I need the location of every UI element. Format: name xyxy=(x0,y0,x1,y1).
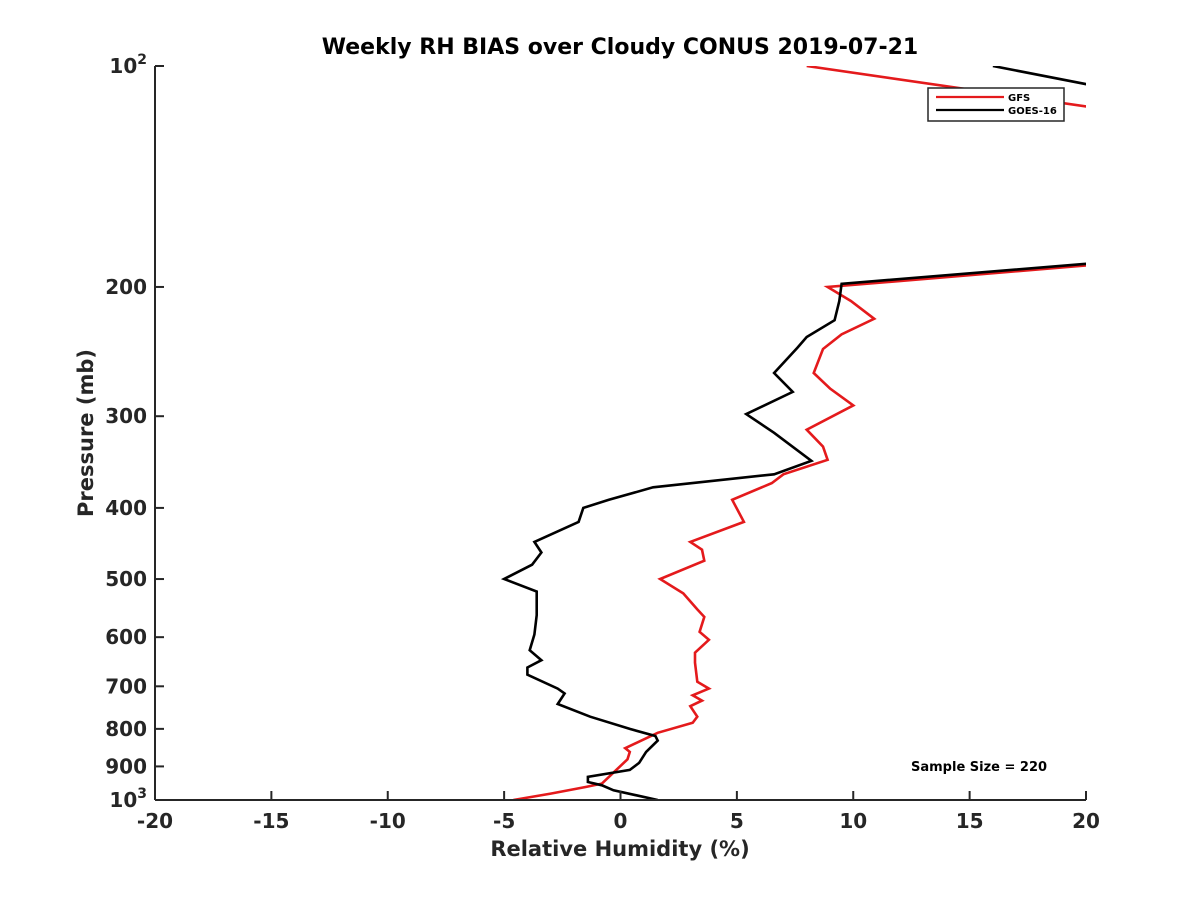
x-tick-label: -5 xyxy=(493,809,515,833)
x-tick-label: -20 xyxy=(137,809,173,833)
y-tick-label: 500 xyxy=(105,567,147,591)
x-tick-label: 0 xyxy=(614,809,628,833)
legend-label-goes16: GOES-16 xyxy=(1008,106,1057,117)
x-tick-label: 10 xyxy=(839,809,867,833)
sample-size-annotation: Sample Size = 220 xyxy=(911,760,1047,775)
x-ticks: -20 -15 -10 -5 0 5 10 15 20 xyxy=(137,791,1100,833)
y-ticks: 102 200 300 400 500 600 700 800 900 103 xyxy=(105,52,164,812)
x-tick-label: 20 xyxy=(1072,809,1100,833)
y-tick-label: 102 xyxy=(109,52,147,78)
x-tick-label: -15 xyxy=(253,809,289,833)
x-tick-label: -10 xyxy=(370,809,406,833)
y-tick-label: 800 xyxy=(105,717,147,741)
chart-title: Weekly RH BIAS over Cloudy CONUS 2019-07… xyxy=(322,35,918,60)
y-tick-label: 103 xyxy=(109,786,147,812)
y-tick-label: 200 xyxy=(105,275,147,299)
y-axis-label: Pressure (mb) xyxy=(74,349,98,517)
series-line-gfs xyxy=(513,66,1086,800)
series-line-goes16 xyxy=(500,66,1086,800)
y-tick-label: 700 xyxy=(105,674,147,698)
y-tick-label: 300 xyxy=(105,404,147,428)
legend-label-gfs: GFS xyxy=(1008,93,1030,104)
x-axis-label: Relative Humidity (%) xyxy=(490,837,749,861)
x-tick-label: 15 xyxy=(956,809,984,833)
legend-box xyxy=(927,87,1065,122)
y-tick-label: 600 xyxy=(105,625,147,649)
series-layer xyxy=(500,66,1086,800)
y-tick-label: 900 xyxy=(105,754,147,778)
legend: GFS GOES-16 xyxy=(927,87,1065,122)
y-tick-label: 400 xyxy=(105,496,147,520)
axes-layer xyxy=(154,66,1086,801)
x-tick-label: 5 xyxy=(730,809,744,833)
